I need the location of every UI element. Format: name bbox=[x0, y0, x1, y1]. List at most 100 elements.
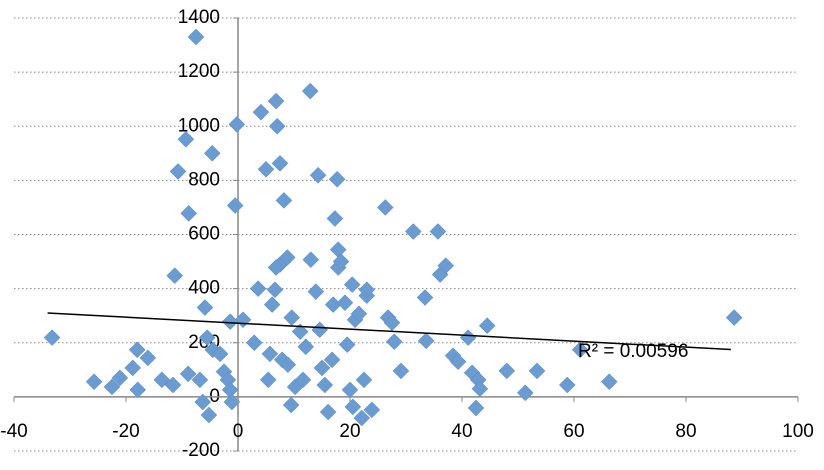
point bbox=[600, 373, 618, 391]
point bbox=[169, 163, 187, 180]
point bbox=[328, 170, 346, 188]
point bbox=[278, 249, 296, 266]
point bbox=[139, 349, 157, 367]
point bbox=[528, 362, 546, 380]
point bbox=[180, 205, 198, 222]
point bbox=[263, 296, 281, 313]
point bbox=[417, 332, 435, 350]
x-tick-label: 80 bbox=[675, 421, 696, 442]
y-tick-label: 1200 bbox=[178, 61, 220, 82]
point bbox=[200, 406, 218, 424]
point bbox=[323, 351, 341, 369]
point bbox=[128, 341, 146, 359]
point bbox=[279, 356, 297, 374]
point bbox=[471, 380, 489, 398]
y-tick-label: 1000 bbox=[178, 115, 220, 136]
point bbox=[228, 116, 246, 133]
point bbox=[404, 223, 422, 240]
point bbox=[429, 223, 447, 240]
point bbox=[203, 144, 221, 162]
point bbox=[153, 371, 171, 389]
y-tick-label: 400 bbox=[188, 278, 220, 299]
point bbox=[221, 313, 239, 330]
trendline bbox=[47, 312, 731, 351]
x-tick-label: 0 bbox=[233, 421, 244, 442]
point bbox=[358, 281, 376, 299]
point bbox=[249, 280, 267, 297]
point bbox=[326, 210, 344, 227]
annotation: R² = 0.00596 bbox=[578, 341, 688, 362]
point bbox=[353, 409, 371, 427]
point bbox=[252, 103, 270, 121]
point bbox=[294, 371, 312, 389]
point bbox=[301, 82, 319, 100]
point bbox=[194, 393, 212, 411]
point bbox=[363, 401, 381, 419]
point bbox=[111, 369, 129, 387]
x-tick-label: 60 bbox=[563, 421, 584, 442]
point bbox=[307, 283, 325, 300]
point bbox=[316, 376, 334, 394]
point bbox=[226, 197, 244, 214]
x-tick-label: 100 bbox=[782, 421, 814, 442]
point bbox=[343, 276, 361, 293]
point bbox=[297, 338, 315, 356]
point bbox=[313, 359, 331, 377]
point bbox=[257, 160, 275, 178]
point bbox=[268, 117, 286, 135]
y-tick-label: 600 bbox=[188, 224, 220, 245]
point bbox=[478, 317, 496, 335]
x-tick-label: 20 bbox=[339, 421, 360, 442]
point bbox=[245, 334, 263, 352]
point bbox=[85, 373, 103, 391]
point bbox=[309, 166, 327, 184]
point bbox=[338, 336, 356, 353]
point bbox=[187, 28, 205, 46]
point bbox=[516, 384, 534, 402]
y-tick-label: -200 bbox=[182, 440, 220, 461]
point bbox=[275, 192, 293, 209]
point bbox=[571, 341, 589, 359]
point bbox=[234, 311, 252, 329]
point bbox=[416, 289, 434, 306]
point bbox=[319, 403, 337, 421]
x-tick-label: 40 bbox=[451, 421, 472, 442]
x-tick-label: -20 bbox=[112, 421, 139, 442]
y-tick-label: 800 bbox=[188, 169, 220, 190]
point bbox=[302, 251, 320, 269]
point bbox=[266, 281, 284, 299]
point bbox=[166, 267, 184, 284]
point bbox=[179, 365, 197, 383]
point bbox=[725, 309, 743, 326]
point bbox=[311, 321, 329, 339]
point bbox=[385, 333, 403, 351]
point bbox=[336, 294, 354, 312]
point bbox=[211, 345, 229, 363]
point bbox=[350, 305, 368, 323]
point bbox=[283, 309, 301, 326]
point bbox=[329, 241, 347, 259]
point bbox=[271, 154, 289, 172]
point bbox=[437, 257, 455, 274]
point bbox=[498, 362, 516, 380]
x-tick-label: -40 bbox=[0, 421, 27, 442]
point bbox=[449, 353, 467, 371]
point bbox=[332, 253, 350, 270]
y-tick-label: 1400 bbox=[178, 7, 220, 28]
point bbox=[355, 371, 373, 389]
point bbox=[103, 378, 121, 396]
point bbox=[344, 398, 362, 416]
point bbox=[259, 371, 277, 389]
point bbox=[558, 376, 576, 394]
point bbox=[177, 130, 195, 148]
point bbox=[291, 323, 309, 341]
point bbox=[267, 259, 285, 276]
point bbox=[196, 299, 214, 316]
point bbox=[341, 381, 359, 399]
point bbox=[467, 399, 485, 417]
point bbox=[223, 393, 241, 411]
point bbox=[164, 376, 182, 394]
point bbox=[267, 92, 285, 110]
